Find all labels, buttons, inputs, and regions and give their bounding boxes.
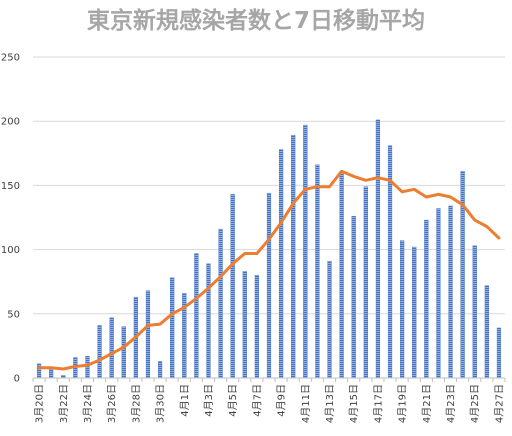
bar-series	[36, 119, 502, 379]
line-series	[37, 169, 501, 371]
bar-4月16日	[363, 186, 368, 379]
bar-4月19日	[400, 240, 405, 379]
bar-4月22日	[436, 208, 441, 379]
y-tick-label: 150	[1, 181, 20, 192]
bar-3月25日	[97, 325, 102, 379]
bar-3月20日	[36, 363, 42, 379]
x-tick-label: 4月25日	[469, 384, 481, 423]
bar-4月27日	[496, 327, 502, 379]
x-tick-label: 3月30日	[155, 384, 167, 423]
y-tick-label: 50	[7, 309, 20, 320]
x-tick-label: 4月23日	[445, 384, 457, 423]
bar-4月20日	[412, 246, 417, 379]
bar-3月31日	[170, 277, 175, 379]
bar-4月13日	[327, 260, 332, 379]
y-tick-label: 250	[1, 53, 20, 64]
x-tick-label: 4月15日	[348, 384, 360, 423]
bar-3月30日	[157, 361, 163, 379]
y-tick-label: 100	[1, 245, 20, 256]
bar-4月4日	[218, 228, 223, 379]
x-tick-label: 3月24日	[82, 384, 94, 423]
bar-3月21日	[49, 368, 54, 379]
x-tick-label: 4月21日	[421, 384, 433, 423]
x-tick-label: 3月26日	[106, 384, 118, 423]
x-tick-label: 3月20日	[34, 384, 46, 423]
bar-3月27日	[121, 326, 126, 379]
bar-4月8日	[266, 192, 272, 379]
bar-4月15日	[351, 216, 356, 379]
bar-4月7日	[254, 275, 259, 379]
y-tick-label: 0	[14, 374, 20, 385]
bar-3月24日	[85, 355, 90, 379]
x-tick-label: 4月19日	[397, 384, 409, 423]
bar-4月12日	[315, 164, 320, 379]
bar-4月14日	[339, 171, 344, 379]
x-tick-label: 4月27日	[493, 384, 505, 423]
x-tick-label: 3月28日	[130, 384, 142, 423]
moving-average-line	[37, 169, 501, 371]
bar-4月2日	[194, 253, 199, 379]
x-tick-label: 4月5日	[227, 384, 239, 417]
y-axis: 0 50 100 150 200 250	[1, 53, 20, 385]
bar-4月5日	[230, 194, 235, 379]
bar-4月6日	[242, 271, 247, 379]
x-axis: 3月20日 3月22日 3月24日 3月26日 3月28日 3月30日 4月1日 4月3日 4月…	[32, 377, 506, 423]
bar-4月26日	[484, 285, 489, 379]
x-tick-label: 4月3日	[203, 384, 215, 417]
bar-3月29日	[145, 290, 151, 379]
x-tick-label: 4月1日	[179, 384, 191, 417]
bar-4月10日	[291, 135, 296, 379]
x-tick-label: 3月22日	[58, 384, 70, 423]
bar-4月9日	[279, 149, 284, 379]
bar-4月3日	[206, 263, 211, 379]
bar-4月21日	[424, 219, 429, 379]
bar-4月17日	[375, 119, 381, 379]
x-tick-label: 4月7日	[251, 384, 263, 417]
bar-4月25日	[472, 245, 477, 379]
bar-3月26日	[109, 317, 114, 379]
x-tick-label: 4月13日	[324, 384, 336, 423]
x-tick-label: 4月9日	[276, 384, 288, 417]
y-tick-label: 200	[1, 117, 20, 128]
chart-title: 東京新規感染者数と7日移動平均	[87, 7, 425, 34]
bar-4月23日	[448, 205, 453, 379]
x-tick-label: 4月11日	[300, 384, 312, 423]
bar-4月11日	[303, 124, 308, 379]
x-tick-label: 4月17日	[372, 384, 384, 423]
